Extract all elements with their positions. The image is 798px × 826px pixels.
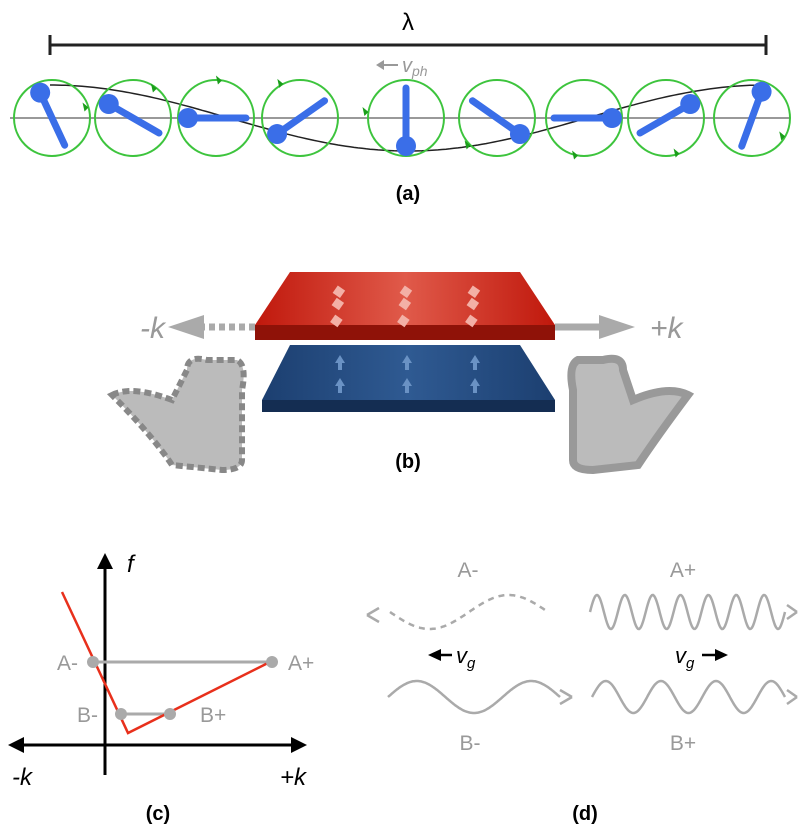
spin-ball [267,124,287,144]
point-label: B+ [200,704,226,727]
wave-label: A+ [670,559,696,582]
spin-ball [602,108,622,128]
vg-arrowhead [428,649,441,661]
point [87,656,99,668]
wavelength-label: λ [402,9,414,36]
point-label: A- [57,652,78,675]
rotation-arrow [151,83,157,92]
caption: (b) [395,451,421,473]
blue-plate-edge [262,400,555,412]
right-arrowhead [599,315,635,339]
phase-velocity-label: vph [402,55,428,79]
spin-ball [99,94,119,114]
panel-d: A- A+ B- B+ vg vg (d) [367,559,797,825]
red-plate-edge [255,325,555,340]
spin-ball [752,82,772,102]
caption: (c) [146,803,170,825]
vg-arrowhead [715,649,728,661]
right-hand [571,359,688,470]
subscript: g [686,655,695,672]
right-label: +k [650,312,685,345]
caption: (d) [572,803,598,825]
left-hand [112,359,244,470]
left-label: -k [140,312,167,345]
wave-label: A- [458,559,479,582]
point [164,708,176,720]
wave-a-minus [390,595,548,629]
phase-arrowhead [376,60,384,70]
point [115,708,127,720]
left-group-velocity: vg [456,643,476,672]
wave-b-plus [592,681,785,713]
arrowhead [787,690,797,704]
spin-ball [396,136,416,156]
y-axis-head [97,553,113,569]
point-label: B- [77,704,98,727]
wave-label: B+ [670,732,696,755]
y-axis-label: f [127,551,136,578]
spin-ball [680,94,700,114]
panel-a: λ vph (a) [10,9,790,205]
arrowhead [787,605,797,619]
left-arrowhead [168,315,204,339]
spin-ball [30,83,50,103]
arrowhead [367,608,379,622]
subscript: g [467,655,476,672]
wave-a-plus [590,595,785,629]
spin-ball [178,108,198,128]
point-label: A+ [288,652,314,675]
spin-ball [510,124,530,144]
rotation-arrow [674,148,680,157]
caption: (a) [396,183,420,205]
right-group-velocity: vg [675,643,695,672]
x-axis-left: -k [12,764,34,791]
subscript: ph [411,63,428,79]
arrowhead [560,690,572,704]
wave-b-minus [388,681,560,713]
wave-label: B- [460,732,481,755]
panel-b: -k +k (b) [112,272,688,473]
point [266,656,278,668]
x-axis-right: +k [280,764,308,791]
panel-c: f -k +k A- A+ B- B+ (c) [8,551,314,825]
figure: λ vph (a) -k +k (b) f -k +k A- A+ [0,0,798,826]
